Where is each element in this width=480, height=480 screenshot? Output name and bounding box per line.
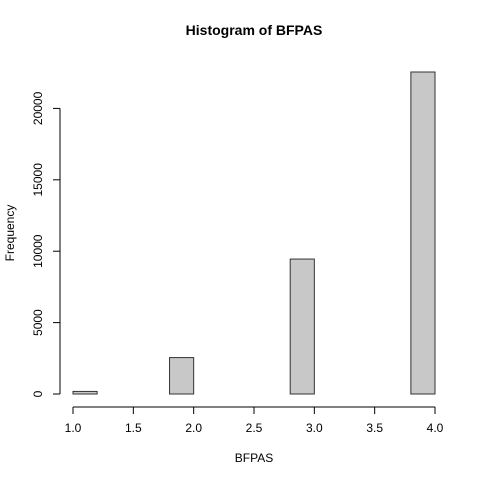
- x-axis-label: BFPAS: [235, 451, 273, 465]
- histogram-bar: [289, 258, 315, 395]
- histogram-bar: [410, 71, 436, 395]
- y-tick-label: 15000: [31, 163, 45, 197]
- y-tick-label: 10000: [31, 234, 45, 268]
- y-tick-label: 0: [31, 390, 45, 397]
- y-axis-label: Frequency: [3, 205, 17, 262]
- x-tick-label: 2.0: [185, 421, 202, 435]
- x-tick-label: 1.0: [65, 421, 82, 435]
- x-tick-label: 2.5: [246, 421, 263, 435]
- histogram-bar: [72, 390, 98, 395]
- x-tick-label: 4.0: [427, 421, 444, 435]
- y-axis: 0 5000 10000 15000 20000: [31, 91, 61, 397]
- x-tick-label: 3.0: [306, 421, 323, 435]
- chart-title: Histogram of BFPAS: [186, 22, 323, 38]
- y-tick-label: 5000: [31, 309, 45, 336]
- x-axis: 1.0 1.5 2.0 2.5 3.0 3.5 4.0: [65, 406, 444, 435]
- y-tick-label: 20000: [31, 91, 45, 125]
- x-tick-label: 1.5: [125, 421, 142, 435]
- x-tick-label: 3.5: [366, 421, 383, 435]
- bars-group: [72, 71, 436, 395]
- histogram-bar: [169, 357, 195, 395]
